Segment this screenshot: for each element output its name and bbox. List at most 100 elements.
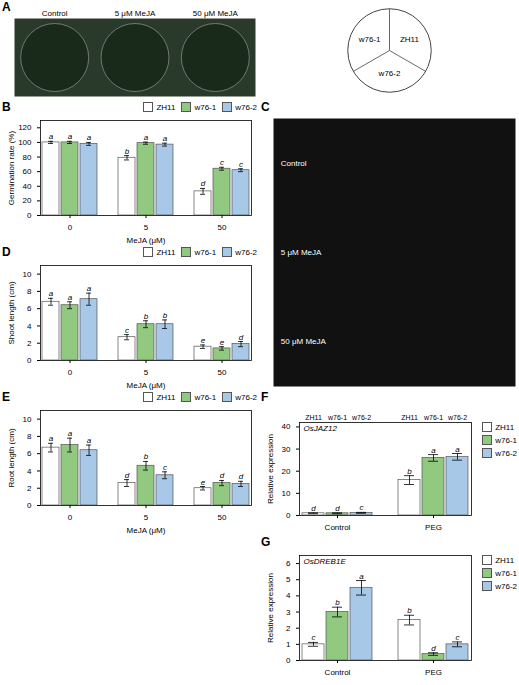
svg-text:Germination rate (%): Germination rate (%) (7, 131, 16, 206)
svg-text:Control: Control (325, 523, 351, 532)
svg-text:a: a (87, 284, 92, 293)
svg-text:d: d (201, 179, 206, 188)
svg-text:a: a (68, 132, 73, 141)
svg-text:a: a (144, 133, 149, 142)
svg-text:40: 40 (23, 182, 32, 191)
svg-text:30: 30 (282, 445, 291, 454)
svg-text:80: 80 (23, 153, 32, 162)
svg-text:a: a (49, 434, 54, 443)
svg-text:20: 20 (282, 467, 291, 476)
svg-text:Control: Control (42, 9, 68, 18)
svg-text:b: b (163, 311, 168, 320)
svg-text:2: 2 (27, 484, 32, 493)
svg-text:d: d (220, 471, 225, 480)
svg-text:120: 120 (18, 123, 32, 132)
svg-text:ZH11: ZH11 (305, 414, 322, 421)
svg-text:5: 5 (144, 368, 149, 377)
svg-text:b: b (144, 452, 149, 461)
svg-text:5 μM MeJA: 5 μM MeJA (115, 9, 156, 18)
svg-text:a: a (49, 289, 54, 298)
svg-text:a: a (163, 134, 168, 143)
svg-text:e: e (201, 336, 206, 345)
svg-text:Relative expression: Relative expression (266, 573, 275, 643)
svg-text:MeJA (μM): MeJA (μM) (127, 381, 166, 390)
svg-text:0: 0 (27, 211, 32, 220)
svg-text:w76-1: w76-1 (358, 35, 381, 44)
svg-text:a: a (455, 445, 460, 454)
svg-text:PEG: PEG (425, 668, 442, 677)
svg-text:b: b (407, 467, 412, 476)
svg-text:Relative expression: Relative expression (266, 434, 275, 504)
svg-text:MeJA (μM): MeJA (μM) (127, 236, 166, 245)
svg-text:c: c (220, 158, 224, 167)
svg-text:10: 10 (282, 489, 291, 498)
svg-text:a: a (431, 446, 436, 455)
svg-text:w76-2: w76-2 (378, 69, 401, 78)
svg-text:d: d (311, 504, 316, 513)
svg-text:c: c (125, 326, 129, 335)
svg-text:c: c (239, 160, 243, 169)
svg-text:a: a (87, 436, 92, 445)
svg-text:10: 10 (23, 270, 32, 279)
svg-text:w76-2: w76-2 (351, 414, 371, 421)
svg-text:50: 50 (218, 223, 227, 232)
svg-text:d: d (239, 472, 244, 481)
svg-text:Control: Control (281, 159, 307, 168)
svg-text:e: e (220, 338, 225, 347)
svg-text:c: c (456, 633, 460, 642)
svg-text:c: c (312, 633, 316, 642)
svg-text:6: 6 (286, 559, 291, 568)
svg-text:MeJA (μM): MeJA (μM) (127, 526, 166, 535)
svg-text:0: 0 (286, 511, 291, 520)
svg-text:OsDREB1E: OsDREB1E (304, 557, 347, 566)
svg-text:w76-2: w76-2 (447, 414, 467, 421)
svg-text:a: a (68, 429, 73, 438)
svg-text:2: 2 (286, 624, 291, 633)
svg-text:6: 6 (27, 449, 32, 458)
svg-text:4: 4 (27, 322, 32, 331)
svg-text:e: e (201, 478, 206, 487)
svg-text:5: 5 (144, 513, 149, 522)
svg-text:60: 60 (23, 167, 32, 176)
svg-text:a: a (68, 293, 73, 302)
svg-text:OsJAZ12: OsJAZ12 (304, 424, 338, 433)
svg-text:0: 0 (68, 513, 73, 522)
svg-text:a: a (87, 133, 92, 142)
svg-text:50 μM MeJA: 50 μM MeJA (281, 337, 327, 346)
svg-text:b: b (125, 147, 130, 156)
svg-text:40: 40 (282, 422, 291, 431)
svg-text:a: a (359, 572, 364, 581)
svg-text:1: 1 (286, 640, 291, 649)
svg-text:2: 2 (27, 339, 32, 348)
svg-text:50: 50 (218, 513, 227, 522)
svg-text:5: 5 (144, 223, 149, 232)
svg-text:b: b (407, 606, 412, 615)
svg-text:0: 0 (68, 368, 73, 377)
svg-text:Shoot length (cm): Shoot length (cm) (7, 281, 16, 344)
svg-text:d: d (239, 333, 244, 342)
svg-text:w76-1: w76-1 (423, 414, 443, 421)
svg-text:c: c (163, 463, 167, 472)
svg-text:8: 8 (27, 287, 32, 296)
svg-text:50: 50 (218, 368, 227, 377)
svg-text:20: 20 (23, 196, 32, 205)
svg-text:b: b (144, 312, 149, 321)
svg-text:6: 6 (27, 304, 32, 313)
svg-text:4: 4 (286, 591, 291, 600)
svg-text:d: d (431, 644, 436, 653)
svg-text:8: 8 (27, 432, 32, 441)
svg-text:a: a (49, 132, 54, 141)
svg-text:5 μM MeJA: 5 μM MeJA (281, 248, 322, 257)
svg-text:d: d (335, 504, 340, 513)
svg-text:10: 10 (23, 415, 32, 424)
svg-text:0: 0 (68, 223, 73, 232)
svg-text:ZH11: ZH11 (401, 414, 418, 421)
svg-text:5: 5 (286, 575, 291, 584)
svg-text:Root length (cm): Root length (cm) (7, 428, 16, 487)
svg-text:0: 0 (27, 356, 32, 365)
svg-text:0: 0 (286, 656, 291, 665)
svg-text:Control: Control (325, 668, 351, 677)
svg-text:d: d (125, 471, 130, 480)
svg-text:c: c (360, 503, 364, 512)
svg-text:100: 100 (18, 138, 32, 147)
